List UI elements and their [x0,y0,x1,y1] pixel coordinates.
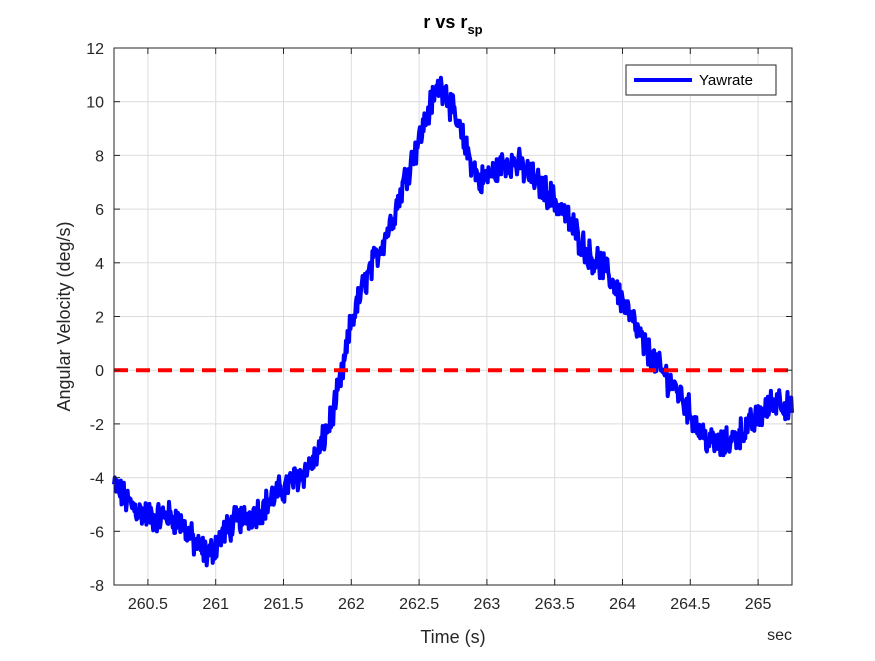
y-tick-label: -8 [90,578,104,595]
x-unit-label: sec [767,627,792,644]
y-tick-label: -4 [90,471,104,488]
legend-label-yawrate: Yawrate [699,72,753,89]
x-tick-label: 263.5 [535,596,575,613]
x-tick-label: 264.5 [670,596,710,613]
x-tick-label: 265 [745,596,772,613]
y-tick-label: 4 [95,256,104,273]
y-tick-label: -6 [90,524,104,541]
y-tick-label: 6 [95,202,104,219]
x-tick-label: 261 [202,596,229,613]
series-layer [112,75,794,568]
y-tick-label: 8 [95,148,104,165]
title-subscript: sp [467,22,482,37]
x-tick-label: 262 [338,596,365,613]
x-tick-label: 260.5 [128,596,168,613]
y-tick-label: 2 [95,310,104,327]
series-line-yawrate [112,75,794,568]
y-tick-label: 10 [86,95,104,112]
x-tick-label: 262.5 [399,596,439,613]
x-tick-label: 264 [609,596,636,613]
x-tick-label: 261.5 [263,596,303,613]
x-tick-label: 263 [474,596,501,613]
x-ticks: 260.5 261 261.5 262 262.5 263 263.5 264 264.5 265 [128,48,772,613]
y-tick-label: 12 [86,41,104,58]
y-axis-label: Angular Velocity (deg/s) [54,221,74,411]
y-tick-label: -2 [90,417,104,434]
legend: Yawrate [625,64,777,96]
chart-title: r vs rsp [423,12,482,37]
y-ticks: -8 -6 -4 -2 0 2 4 6 8 10 12 [86,41,792,595]
x-axis-label: Time (s) [420,627,485,647]
title-main: r vs r [423,12,467,32]
y-tick-label: 0 [95,363,104,380]
